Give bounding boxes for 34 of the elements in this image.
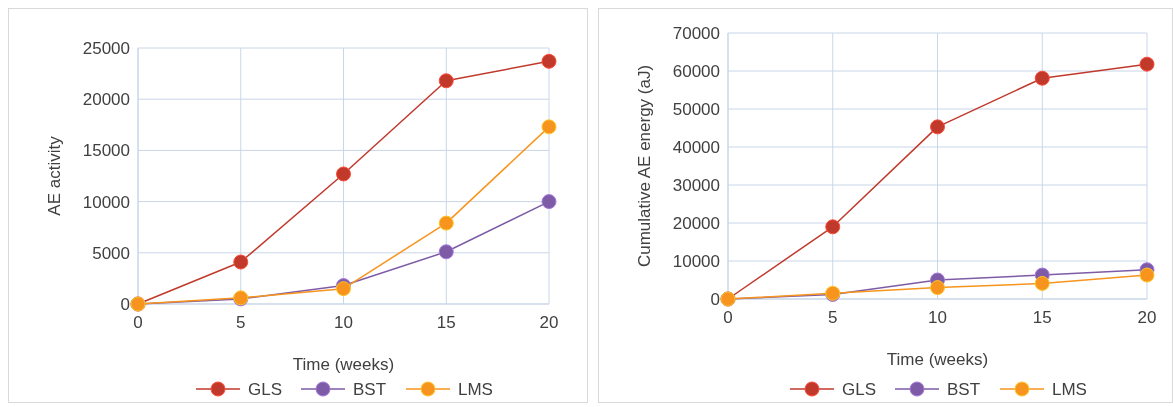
legend-label: LMS [458,379,493,399]
x-axis-title: Time (weeks) [292,355,395,374]
x-axis-title: Time (weeks) [886,350,989,369]
x-tick-label: 0 [723,308,733,327]
x-tick-label: 5 [828,308,838,327]
legend-label: BST [353,379,387,399]
y-tick-label: 5000 [92,243,130,263]
x-tick-label: 15 [436,313,456,332]
y-tick-label: 60000 [672,61,720,81]
legend-label: GLS [248,379,283,399]
x-tick-label: 10 [928,308,947,327]
y-tick-label: 0 [120,294,130,314]
y-axis-title: AE activity [45,135,64,216]
x-tick-label: 20 [539,313,559,332]
y-tick-label: 70000 [672,23,720,43]
x-tick-label: 5 [236,313,246,332]
y-tick-label: 50000 [672,99,720,119]
y-tick-label: 10000 [82,192,130,212]
y-tick-label: 0 [710,289,720,309]
legend-label: GLS [842,379,877,399]
y-tick-label: 20000 [82,90,130,110]
legend-label: BST [947,379,981,399]
x-tick-label: 15 [1032,308,1052,327]
y-tick-label: 10000 [672,251,720,271]
x-tick-label: 0 [133,313,143,332]
x-tick-label: 20 [1137,308,1157,327]
y-tick-label: 25000 [82,38,130,58]
legend-label: LMS [1052,379,1087,399]
y-tick-label: 20000 [672,213,720,233]
y-tick-label: 15000 [82,141,130,161]
y-tick-label: 30000 [672,175,720,195]
y-tick-label: 40000 [672,137,720,157]
y-axis-title: Cumulative AE energy (aJ) [635,64,654,268]
x-tick-label: 10 [334,313,353,332]
